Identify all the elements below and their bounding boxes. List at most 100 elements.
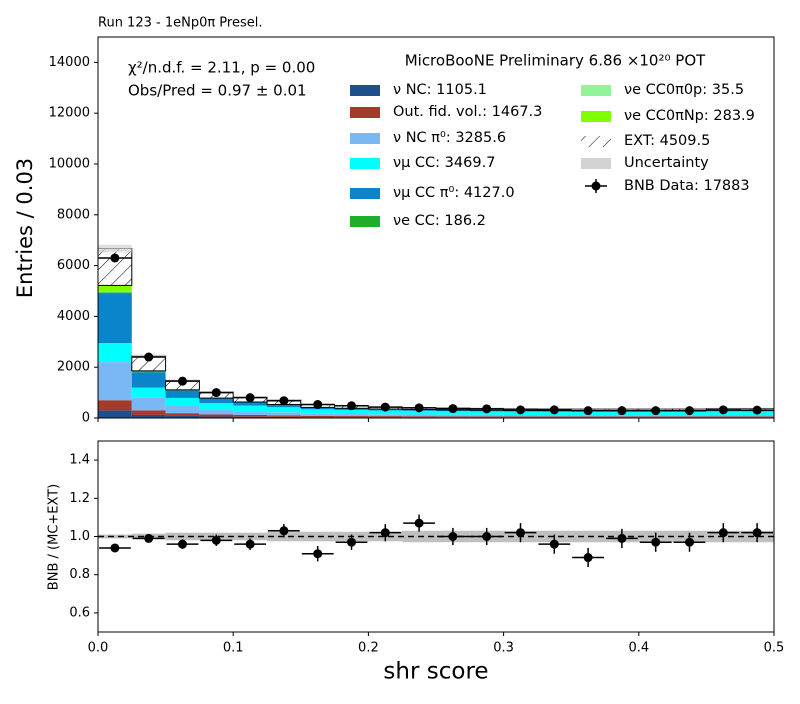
data-point [144,353,153,362]
data-point [347,538,356,547]
data-point [617,534,626,543]
data-point [685,406,694,415]
histogram-bar [98,400,132,410]
data-point [381,403,390,412]
legend-label: ν NC π⁰: 3285.6 [393,130,506,146]
histogram-bar [166,413,200,416]
y-tick-label: 4000 [57,309,90,324]
data-point [415,403,424,412]
x-axis-label: shr score [383,659,488,685]
y-tick-label: 0.6 [69,605,90,620]
histogram-bar [301,414,335,416]
histogram-bar [673,416,707,417]
y-tick-label: 0 [82,411,90,426]
data-point [448,532,457,541]
histogram-bar [132,410,166,415]
histogram-bar [402,415,436,417]
legend-label: Uncertainty [624,155,709,171]
data-point [482,532,491,541]
histogram-bar [199,409,233,414]
data-point [550,405,559,414]
histogram-bar [368,416,402,417]
histogram-bar [267,412,301,415]
data-point [313,549,322,558]
histogram-bar [199,403,233,409]
data-point [110,253,119,262]
legend-label: νe CC: 186.2 [393,213,486,229]
y-tick-label: 12000 [49,106,90,121]
data-point [651,406,660,415]
data-point [110,543,119,552]
histogram-bar [673,415,707,416]
legend-label: νμ CC π⁰: 4127.0 [393,185,515,201]
histogram-bar [233,411,267,415]
histogram-bar [335,414,369,416]
histogram-bar [267,415,301,417]
legend-swatch [350,107,380,118]
legend-label: νμ CC: 3469.7 [393,155,495,171]
histogram-bar [537,416,571,417]
data-point [753,528,762,537]
data-point [516,405,525,414]
histogram-bar [98,285,132,291]
legend-swatch [581,158,611,169]
histogram-bar [740,416,774,417]
x-tick-label: 0.4 [628,641,649,656]
data-point [246,393,255,402]
data-point [550,540,559,549]
histogram-bar [132,372,166,373]
data-point [516,528,525,537]
x-tick-label: 0.1 [223,641,244,656]
legend-label: νe CC0π0p: 35.5 [624,82,744,98]
legend-swatch [350,188,380,199]
histogram-bar [335,416,369,417]
histogram-bar [98,294,132,344]
histogram-bar [132,398,166,411]
legend-title: MicroBooNE Preliminary 6.86 ×10²⁰ POT [405,52,706,70]
y-axis-label: BNB / (MC+EXT) [47,484,62,590]
data-point [482,404,491,413]
data-point [381,528,390,537]
data-point [212,536,221,545]
legend-label: νe CC0πNp: 283.9 [624,108,755,124]
histogram-bar [301,409,335,413]
histogram-bar [402,416,436,417]
data-point [685,538,694,547]
data-point [178,377,187,386]
histogram-bar [639,416,673,417]
y-tick-label: 0.8 [69,567,90,582]
legend-label: Out. fid. vol.: 1467.3 [393,104,542,120]
histogram-bar [470,416,504,417]
histogram-bar [98,292,132,293]
data-point [448,404,457,413]
y-tick-label: 2000 [57,360,90,375]
y-tick-label: 1.0 [69,529,90,544]
histogram-bar [98,362,132,400]
histogram-bar [132,388,166,398]
x-tick-label: 0.5 [764,641,785,656]
histogram-bar [470,415,504,416]
histogram-bar [436,416,470,417]
histogram-bar [98,410,132,418]
data-point [279,396,288,405]
legend-label: EXT: 4509.5 [624,133,710,149]
histogram-bar [571,415,605,416]
data-point [212,388,221,397]
y-tick-label: 8000 [57,207,90,222]
histogram-bar [267,407,301,412]
histogram-bar [605,415,639,416]
histogram-bar [639,415,673,416]
data-point [719,405,728,414]
data-point [719,528,728,537]
histogram-bar [740,415,774,416]
histogram-bar [166,398,200,406]
y-tick-label: 6000 [57,258,90,273]
histogram-bar [436,415,470,417]
legend-swatch [350,85,380,96]
legend-marker [592,182,601,191]
data-point [651,538,660,547]
data-point [279,526,288,535]
data-point [347,401,356,410]
histogram-bar [98,292,132,293]
histogram-bar [98,343,132,362]
